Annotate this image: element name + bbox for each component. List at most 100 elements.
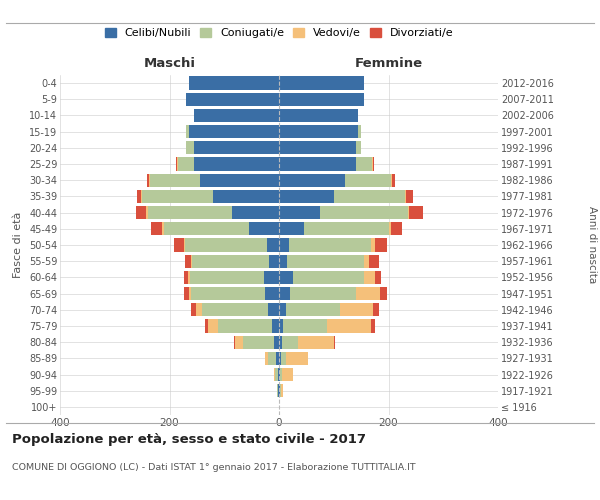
Bar [249,222,279,235]
Bar [267,238,279,252]
Bar [407,206,409,220]
Bar [234,336,235,349]
Bar [184,287,188,300]
Bar [276,352,279,365]
Bar [141,190,142,203]
Bar [185,254,191,268]
Bar [163,222,164,235]
Bar [279,368,280,381]
Bar [194,158,279,170]
Bar [279,238,289,252]
Bar [142,190,214,203]
Bar [146,174,149,187]
Bar [194,109,279,122]
Bar [373,303,379,316]
Bar [279,352,281,365]
Bar [279,174,345,187]
Bar [279,141,356,154]
Bar [282,336,298,349]
Bar [279,303,286,316]
Bar [279,190,334,203]
Bar [218,320,272,332]
Bar [279,320,283,332]
Bar [345,174,391,187]
Text: Femmine: Femmine [355,57,422,70]
Bar [371,238,376,252]
Bar [391,222,402,235]
Bar [279,92,364,106]
Bar [372,158,373,170]
Bar [279,206,320,220]
Bar [265,287,279,300]
Bar [304,222,389,235]
Bar [279,270,293,284]
Bar [290,287,356,300]
Bar [279,125,358,138]
Bar [214,190,279,203]
Bar [286,352,308,365]
Bar [272,320,279,332]
Bar [205,320,208,332]
Bar [148,206,232,220]
Bar [391,174,392,187]
Bar [281,384,283,398]
Bar [268,303,279,316]
Bar [279,222,304,235]
Bar [279,109,358,122]
Bar [380,287,387,300]
Bar [279,158,356,170]
Bar [389,222,391,235]
Bar [356,141,361,154]
Bar [279,287,290,300]
Bar [375,270,382,284]
Bar [279,254,287,268]
Text: Popolazione per età, sesso e stato civile - 2017: Popolazione per età, sesso e stato civil… [12,432,366,446]
Bar [263,270,279,284]
Bar [283,320,327,332]
Bar [184,238,185,252]
Bar [151,222,163,235]
Text: COMUNE DI OGGIONO (LC) - Dati ISTAT 1° gennaio 2017 - Elaborazione TUTTITALIA.IT: COMUNE DI OGGIONO (LC) - Dati ISTAT 1° g… [12,462,416,471]
Bar [274,336,279,349]
Bar [194,141,279,154]
Bar [191,303,196,316]
Bar [277,384,278,398]
Bar [409,206,423,220]
Bar [176,158,178,170]
Bar [191,254,193,268]
Bar [392,174,395,187]
Bar [136,206,146,220]
Bar [232,206,279,220]
Bar [340,303,373,316]
Bar [286,303,340,316]
Bar [293,270,364,284]
Bar [371,320,376,332]
Bar [149,174,151,187]
Bar [274,368,275,381]
Bar [280,368,282,381]
Bar [373,158,374,170]
Bar [334,336,335,349]
Bar [356,158,372,170]
Bar [282,368,293,381]
Bar [200,174,279,187]
Bar [164,222,249,235]
Bar [185,238,267,252]
Bar [188,270,190,284]
Bar [146,206,148,220]
Bar [193,254,269,268]
Bar [327,320,371,332]
Bar [279,76,364,90]
Bar [269,254,279,268]
Bar [406,190,413,203]
Bar [235,336,244,349]
Bar [280,384,281,398]
Bar [275,368,278,381]
Bar [358,125,361,138]
Bar [356,287,380,300]
Bar [184,270,188,284]
Bar [208,320,218,332]
Y-axis label: Fasce di età: Fasce di età [13,212,23,278]
Bar [151,174,200,187]
Bar [289,238,371,252]
